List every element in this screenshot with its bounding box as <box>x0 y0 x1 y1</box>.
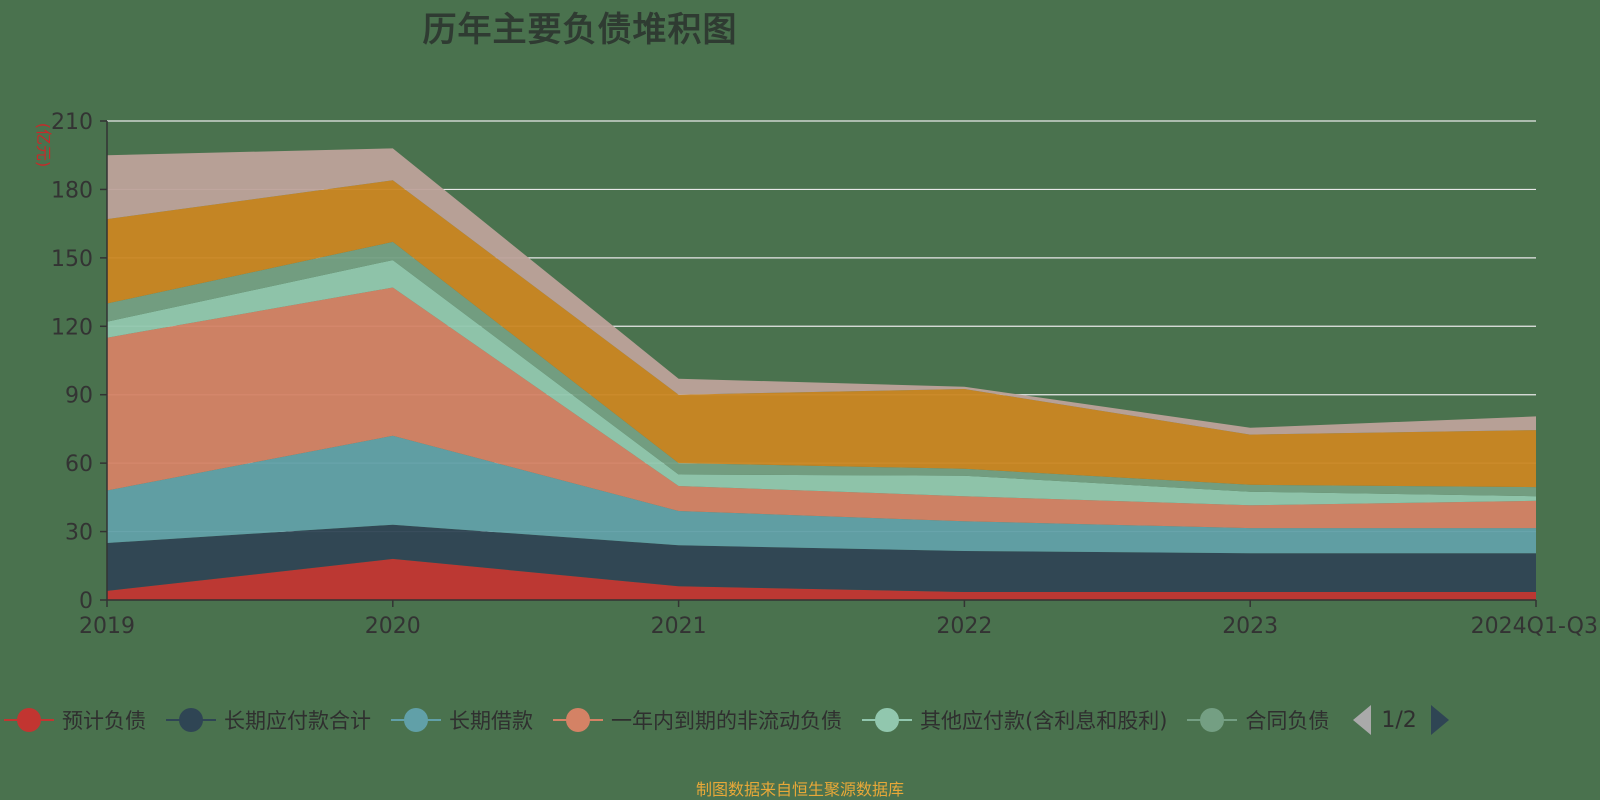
y-tick-label-210: 210 <box>51 110 93 135</box>
y-tick-label-30: 30 <box>65 521 93 546</box>
legend-item-0[interactable]: 预计负债 <box>4 705 146 735</box>
legend-marker-icon <box>553 708 603 732</box>
y-tick-label-180: 180 <box>51 178 93 203</box>
legend: 预计负债 长期应付款合计 长期借款 一年内到期的非流动负债 其他应付款(含利息和股利) 合… <box>0 700 1600 740</box>
area-series-1 <box>107 524 1536 592</box>
y-tick-label-150: 150 <box>51 247 93 272</box>
x-tick-label-2: 2021 <box>651 614 707 639</box>
area-layer <box>107 148 1536 600</box>
y-tick-label-0: 0 <box>79 589 93 614</box>
area-series-4 <box>107 260 1536 506</box>
area-series-3 <box>107 287 1536 529</box>
legend-item-3[interactable]: 一年内到期的非流动负债 <box>553 705 842 735</box>
area-series-7 <box>107 148 1536 435</box>
legend-item-2[interactable]: 长期借款 <box>391 705 533 735</box>
legend-label: 合同负债 <box>1245 709 1330 733</box>
area-series-0 <box>107 558 1536 600</box>
legend-pager: 1/2 <box>1353 705 1449 735</box>
y-tick-label-90: 90 <box>65 384 93 409</box>
legend-label: 预计负债 <box>62 709 146 733</box>
x-tick-label-3: 2022 <box>936 614 992 639</box>
area-series-5 <box>107 241 1536 497</box>
legend-label: 一年内到期的非流动负债 <box>611 709 842 733</box>
stacked-area-chart: 0 30 60 90 120 150 180 210 2019 2020 2021 2022 2023 2… <box>34 110 1598 639</box>
chart-title: 历年主要负债堆积图 <box>422 10 738 50</box>
area-series-6 <box>107 180 1536 488</box>
axis-layer: 0 30 60 90 120 150 180 210 2019 2020 2021 2022 2023 2… <box>51 110 1598 639</box>
y-tick-label-120: 120 <box>51 315 93 340</box>
legend-marker-icon <box>4 708 54 732</box>
legend-marker-icon <box>1187 708 1238 732</box>
x-tick-label-5: 2024Q1-Q3 <box>1471 614 1598 639</box>
legend-marker-icon <box>166 708 216 732</box>
area-series-2 <box>107 435 1536 554</box>
legend-page-indicator: 1/2 <box>1381 707 1417 733</box>
x-tick-label-4: 2023 <box>1222 614 1278 639</box>
legend-prev-page-icon[interactable] <box>1353 705 1372 735</box>
legend-item-4[interactable]: 其他应付款(含利息和股利) <box>862 705 1167 735</box>
legend-marker-icon <box>862 708 912 732</box>
legend-label: 其他应付款(含利息和股利) <box>920 709 1168 733</box>
y-tick-label-60: 60 <box>65 452 93 477</box>
legend-next-page-icon[interactable] <box>1430 705 1449 735</box>
legend-marker-icon <box>391 708 441 732</box>
source-note: 制图数据来自恒生聚源数据库 <box>695 780 904 799</box>
x-tick-label-1: 2020 <box>365 614 421 639</box>
legend-item-1[interactable]: 长期应付款合计 <box>166 705 371 735</box>
legend-item-5[interactable]: 合同负债 <box>1187 705 1329 735</box>
legend-label: 长期借款 <box>449 709 533 733</box>
y-axis-unit-label: (亿元) <box>34 123 53 168</box>
x-tick-label-0: 2019 <box>79 614 135 639</box>
legend-label: 长期应付款合计 <box>224 709 371 733</box>
